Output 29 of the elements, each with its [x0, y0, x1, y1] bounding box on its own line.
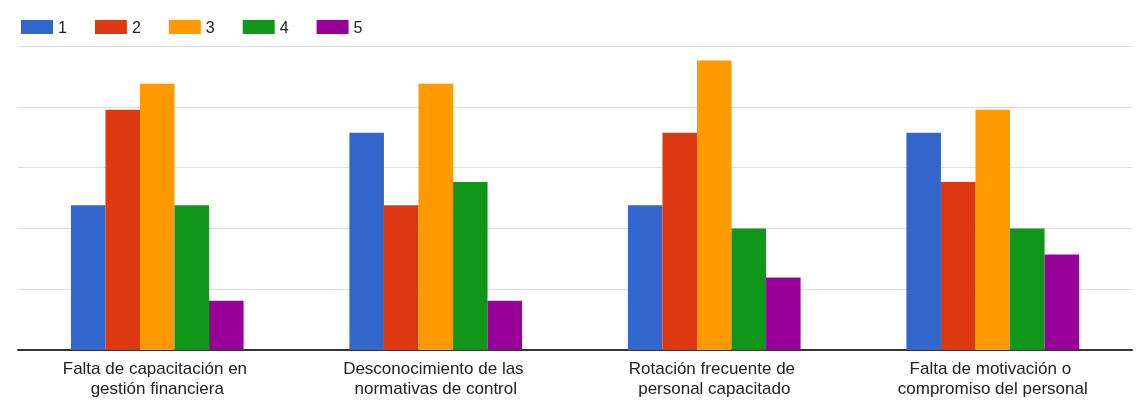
legend-label: 2 — [131, 18, 141, 36]
legend-label: 5 — [353, 18, 363, 36]
bar — [766, 277, 801, 350]
bar — [975, 109, 1011, 350]
bar — [418, 83, 454, 350]
x-tick-label: Falta de capacitación en gestión financiera — [62, 358, 252, 398]
bar — [1010, 228, 1045, 350]
x-tick-label: Desconocimiento de las normativas de control — [343, 358, 529, 398]
legend-label: 1 — [58, 18, 67, 36]
bar — [105, 109, 140, 350]
bar — [383, 205, 419, 350]
x-tick-label: Rotación frecuente de personal capacitado — [628, 358, 800, 398]
bar — [627, 205, 663, 350]
x-tick-label: Falta de motivación o compromiso del personal — [897, 358, 1088, 398]
bar — [174, 205, 210, 350]
legend-label: 3 — [205, 18, 215, 36]
bar — [940, 182, 976, 350]
bar — [70, 205, 106, 350]
bar — [487, 300, 523, 350]
bar — [696, 60, 732, 350]
legend-label: 4 — [279, 18, 289, 36]
bar — [1044, 254, 1080, 350]
bar — [662, 132, 697, 350]
bar — [453, 182, 488, 350]
bar — [349, 132, 384, 350]
bar — [906, 132, 941, 350]
bar — [139, 83, 175, 350]
bar — [731, 228, 767, 350]
bar — [209, 300, 244, 350]
